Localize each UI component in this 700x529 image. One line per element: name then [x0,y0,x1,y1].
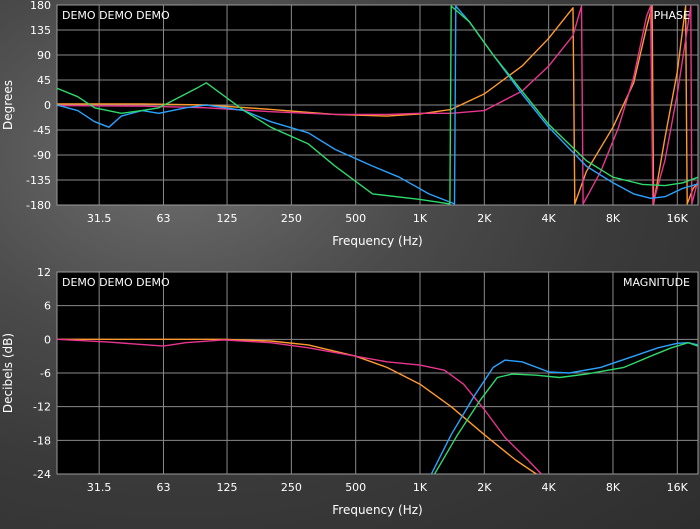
x-tick-label: 8K [606,212,621,225]
x-tick-label: 250 [281,481,302,494]
series-line-4 [57,5,698,205]
chart-panel-phase: 180 135 90 45 0 -45 -90 -135 -180 31.5 63 125 250 500… [1,0,699,248]
x-axis-title: Frequency (Hz) [332,234,423,248]
series-line-1 [57,338,537,474]
panel-title: MAGNITUDE [623,276,690,289]
panel-title: PHASE [654,9,690,22]
series-line-3 [57,5,698,205]
y-tick-label: 12 [37,266,51,279]
chart-panel-magnitude: 12 6 0 -6 -12 -18 -24 31.5 63 125 250 500 1K 2K 4K 8K 16… [1,266,699,517]
x-tick-label: 500 [345,212,366,225]
y-tick-label: -90 [33,149,51,162]
x-tick-label: 4K [542,481,557,494]
watermark-label: DEMO DEMO DEMO [62,276,170,289]
y-tick-label: 45 [37,74,51,87]
x-tick-label: 2K [477,481,492,494]
y-tick-label: 0 [44,333,51,346]
y-tick-label: -6 [40,367,51,380]
y-tick-label: -18 [33,434,51,447]
x-tick-label: 250 [281,212,302,225]
x-tick-label: 63 [156,212,170,225]
series-line-4 [433,342,698,474]
y-tick-label: 180 [30,0,51,12]
x-axis-title: Frequency (Hz) [332,503,423,517]
watermark-label: DEMO DEMO DEMO [62,9,170,22]
x-tick-label: 8K [606,481,621,494]
y-tick-label: -135 [26,174,51,187]
x-tick-label: 16K [667,212,689,225]
x-tick-label: 1K [413,212,428,225]
x-tick-label: 31.5 [87,481,112,494]
series-line-2 [57,5,698,205]
y-tick-label: 135 [30,24,51,37]
x-tick-label: 4K [542,212,557,225]
x-tick-label: 31.5 [87,212,112,225]
y-tick-label: 90 [37,49,51,62]
y-tick-label: -12 [33,401,51,414]
x-tick-label: 63 [156,481,170,494]
x-tick-label: 2K [477,212,492,225]
series-line-2 [57,338,542,474]
x-tick-label: 16K [667,481,689,494]
x-tick-label: 125 [217,212,238,225]
x-tick-label: 1K [413,481,428,494]
y-tick-label: -24 [33,468,51,481]
y-axis-title: Decibels (dB) [1,333,15,413]
series-line-3 [430,342,698,474]
y-tick-label: -45 [33,124,51,137]
x-tick-label: 500 [345,481,366,494]
y-tick-label: -180 [26,199,51,212]
y-tick-label: 0 [44,99,51,112]
y-tick-label: 6 [44,300,51,313]
y-axis-title: Degrees [1,80,15,130]
x-tick-label: 125 [217,481,238,494]
